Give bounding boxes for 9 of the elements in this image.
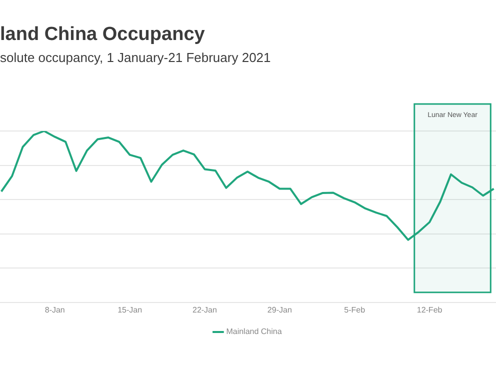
chart-subtitle: solute occupancy, 1 January-21 February 2021 <box>0 50 271 65</box>
x-tick-label: 22-Jan <box>192 305 217 314</box>
x-tick-label: 29-Jan <box>267 305 292 314</box>
x-tick-label: 8-Jan <box>44 305 65 314</box>
x-tick-label: 5-Feb <box>344 305 366 314</box>
x-tick-label: 15-Jan <box>118 305 142 314</box>
legend-label: Mainland China <box>226 327 282 336</box>
x-tick-label: 12-Feb <box>416 305 443 314</box>
chart-title: land China Occupancy <box>0 24 205 46</box>
